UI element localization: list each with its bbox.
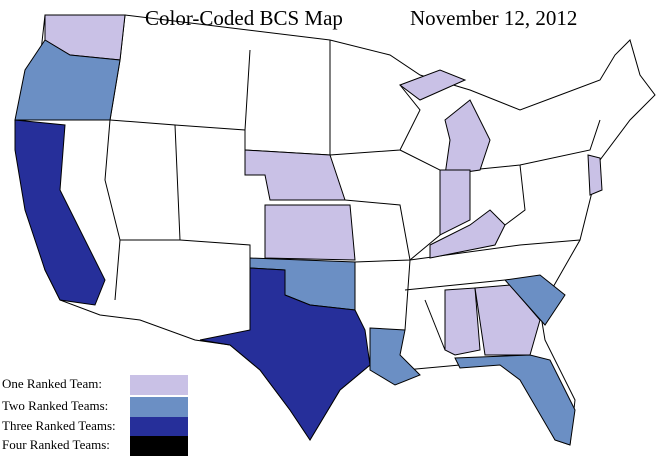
state [14,119,106,306]
border [469,119,601,171]
legend-swatch [130,397,188,417]
shaded-states [14,14,603,446]
legend-label: One Ranked Team: [2,376,102,391]
border [244,49,251,131]
state [429,209,506,259]
state [474,284,541,356]
state [14,39,121,121]
legend-label: Three Ranked Teams: [2,418,116,433]
state [369,327,421,386]
state [504,274,566,326]
border [404,279,506,291]
border [344,199,411,263]
state [439,169,471,236]
border [329,84,421,156]
state [199,267,371,441]
state [264,204,356,261]
state [444,99,491,176]
legend-swatch [130,417,188,437]
border [504,164,526,226]
legend-label: Two Ranked Teams: [2,398,108,413]
border [424,299,446,351]
state [244,149,346,201]
state [398,69,467,101]
map-title: Color-Coded BCS Map [145,6,343,30]
legend-swatch [130,436,188,456]
state [444,287,481,356]
state [587,154,603,196]
legend: One Ranked Team: Two Ranked Teams: Three R… [2,375,188,456]
legend-swatch [130,375,188,395]
border [109,119,181,241]
legend-label: Four Ranked Teams: [2,437,110,452]
state [454,354,576,446]
map-date: November 12, 2012 [410,6,577,30]
